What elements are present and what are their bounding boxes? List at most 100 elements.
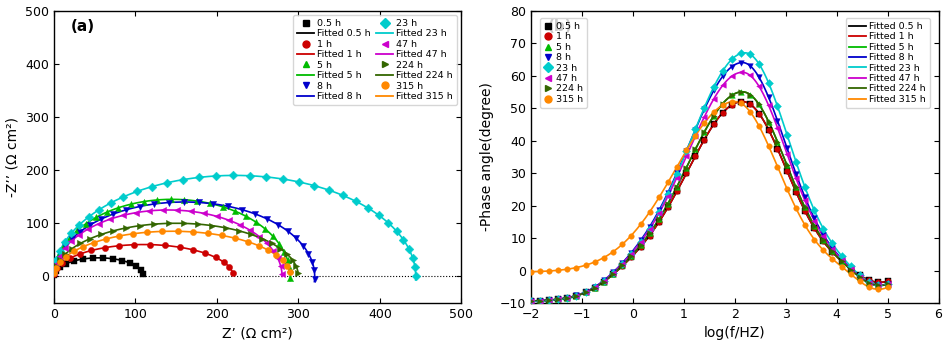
Point [52,253,67,259]
Point [752,102,767,107]
Point [111,205,126,210]
Point [669,184,684,190]
Point [226,173,241,178]
Point [752,111,767,116]
Point [198,251,213,256]
Point [336,193,351,198]
Point [533,298,548,303]
Point [533,298,548,303]
Point [724,93,739,98]
Point [76,256,91,262]
Legend: Fitted 0.5 h, Fitted 1 h, Fitted 5 h, Fitted 8 h, Fitted 23 h, Fitted 47 h, Fitt: Fitted 0.5 h, Fitted 1 h, Fitted 5 h, Fi… [846,18,930,108]
Point [252,234,267,239]
Point [642,209,657,215]
Point [815,239,830,244]
Point [614,261,629,267]
Point [243,228,258,233]
Point [834,256,849,262]
Point [633,243,648,248]
Point [669,170,684,176]
Point [633,239,648,245]
Point [251,243,266,248]
Point [606,271,621,276]
Point [825,240,840,246]
Point [523,298,538,304]
Point [825,249,840,255]
Point [679,171,694,176]
Point [770,139,785,145]
Point [183,209,198,214]
Point [225,270,240,275]
Point [587,284,602,290]
Point [825,248,840,254]
Point [73,229,88,235]
Point [270,222,285,227]
Point [100,209,115,215]
Point [661,180,676,185]
Point [651,219,666,225]
Point [834,258,849,264]
Point [291,179,306,185]
Point [587,284,602,290]
Point [116,194,131,200]
Point [81,214,96,220]
Point [155,229,170,234]
Point [52,252,67,257]
Point [761,119,776,124]
Point [81,226,96,231]
Point [191,200,207,205]
Point [862,277,877,283]
Point [789,175,804,181]
Point [191,221,206,227]
Point [273,246,288,252]
Point [852,274,867,280]
Point [247,211,263,217]
Point [779,132,794,137]
Point [596,255,611,261]
Point [82,222,98,228]
Point [147,221,162,227]
Point [797,194,812,200]
Point [661,201,676,206]
Point [742,101,757,107]
Point [83,248,99,253]
Point [834,257,849,263]
Point [409,274,424,279]
Point [551,297,566,302]
Point [688,153,703,159]
Point [852,274,867,280]
Point [843,267,858,272]
Point [852,272,867,278]
Point [91,207,106,212]
Point [770,139,785,145]
Point [661,191,676,197]
Point [880,281,895,287]
Point [265,233,281,239]
Point [596,278,611,283]
Point [533,298,548,303]
Point [789,184,804,190]
Point [288,264,303,269]
Point [734,99,749,104]
Point [779,168,794,174]
Point [661,201,676,206]
Point [734,70,749,75]
Point [49,265,64,271]
Point [697,137,712,143]
Legend: 0.5 h, Fitted 0.5 h, 1 h, Fitted 1 h, 5 h, Fitted 5 h, 8 h, Fitted 8 h, 23 h, Fi: 0.5 h, Fitted 0.5 h, 1 h, Fitted 1 h, 5 … [293,15,457,105]
Point [569,293,584,299]
Point [715,101,730,106]
Point [96,255,111,261]
Point [142,242,157,247]
Point [523,298,538,304]
Point [789,159,804,164]
Point [715,101,730,106]
Point [157,243,173,248]
Point [268,252,283,258]
Point [222,218,237,223]
Point [203,201,218,206]
Point [260,240,275,246]
Point [797,204,812,210]
Point [285,257,301,263]
Point [734,89,749,94]
